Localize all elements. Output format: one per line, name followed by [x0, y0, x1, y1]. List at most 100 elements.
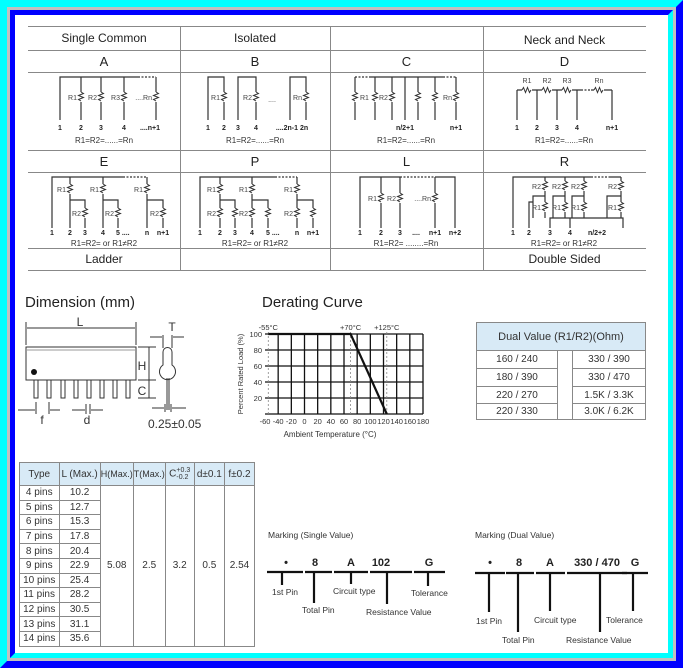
dim-label-f: f	[40, 413, 44, 427]
dual-value-header: Dual Value (R1/R2)(Ohm)	[476, 322, 646, 351]
resistor-label: R1	[211, 95, 220, 102]
x-tick-label: 140	[390, 417, 403, 426]
circuit-formula: R1=R2=......=Rn	[75, 136, 133, 145]
resistor-label: R1	[608, 205, 617, 212]
resistor-label: R1	[239, 187, 248, 194]
table-cell: 220 / 330	[476, 403, 558, 420]
resistor-label: R2	[239, 211, 248, 218]
pin1-marker-icon	[31, 369, 37, 375]
circuit-formula: R1=R2= ........=Rn	[374, 239, 439, 248]
resistor-label: R1	[368, 196, 377, 203]
pin-label: n	[145, 230, 149, 237]
footer-ladder: Ladder	[85, 252, 123, 266]
dim-label-t: T	[168, 320, 176, 334]
circuit-formula: R1=R2=......=Rn	[226, 136, 284, 145]
col-header-d: d±0.1	[193, 462, 225, 486]
pin-label: 5 ....	[116, 230, 130, 237]
resistor-label: ....Rn	[135, 95, 152, 102]
pin-label: n	[295, 230, 299, 237]
pin-label: 2	[218, 230, 222, 237]
dim-label-lead: 0.25±0.05	[148, 417, 202, 431]
dim-label-l: L	[77, 315, 84, 329]
resistor-label: R2	[88, 95, 97, 102]
resistor-label: R1	[134, 187, 143, 194]
resistor-label: R2	[571, 184, 580, 191]
pin-label: 4	[575, 125, 579, 132]
pin-label: 1	[198, 230, 202, 237]
pin-label: 2	[527, 230, 531, 237]
table-row: 180 / 390 330 / 470	[476, 368, 646, 387]
header-single-common: Single Common	[61, 31, 147, 45]
y-tick-label: 60	[254, 362, 262, 371]
resistor-label: R2	[543, 78, 552, 85]
table-row: 220 / 270 1.5K / 3.3K	[476, 386, 646, 404]
circuit-letter-b: B	[250, 53, 260, 69]
pin-label: 1	[206, 125, 210, 132]
label-first-pin: 1st Pin	[272, 587, 298, 597]
length-cell: 12.7	[58, 499, 101, 516]
derating-curve-line	[268, 332, 388, 415]
resistor-label: R1	[571, 205, 580, 212]
pin-label: ....n+1	[140, 125, 160, 132]
table-row: 7 pins 17.8	[19, 528, 255, 545]
marking-token-resistance: 330 / 470	[574, 557, 620, 569]
c-label: C	[169, 468, 177, 480]
x-tick-label: 80	[353, 417, 361, 426]
pin-label: 3	[548, 230, 552, 237]
c-tol-minus: -0.2	[176, 474, 189, 481]
pin-label: 2	[379, 230, 383, 237]
resistor-label: Rn	[595, 78, 604, 85]
y-axis-label: Percent Rated Load (%)	[236, 333, 245, 414]
dimension-table: Type L (Max.) H(Max.) T(Max.) C+0.3 -0.2 …	[19, 462, 256, 647]
pin-label: 2	[68, 230, 72, 237]
resistor-label: R2	[532, 184, 541, 191]
header-isolated: Isolated	[233, 31, 277, 45]
pin-label: 3	[398, 230, 402, 237]
common-d-cell: 0.5	[193, 485, 225, 647]
common-t-cell: 2.5	[132, 485, 166, 647]
label-resistance-value: Resistance Value	[366, 607, 432, 617]
circuit-letter-l: L	[402, 153, 411, 169]
pin-label: n+1	[307, 230, 319, 237]
label-tolerance: Tolerance	[411, 588, 448, 598]
c-tol-plus: +0.3	[176, 467, 191, 474]
resistor-label: R1	[284, 187, 293, 194]
circuit-letter-a: A	[99, 53, 109, 69]
pin-label: 1	[58, 125, 62, 132]
resistor-label: R2	[207, 211, 216, 218]
circuit-diagram-e: R1 R1 R1 R2 R2 R2 1 2 3 4 5 .... n n+1 R…	[50, 176, 169, 248]
pin-label: 4	[254, 125, 258, 132]
x-tick-label: 160	[404, 417, 417, 426]
circuit-letter-c: C	[401, 53, 412, 69]
label-resistance-value: Resistance Value	[566, 635, 632, 645]
resistor-label: R2	[284, 211, 293, 218]
resistor-label: R1	[207, 187, 216, 194]
derating-title: Derating Curve	[262, 294, 363, 311]
label-circuit-type: Circuit type	[333, 586, 376, 596]
circuit-diagram-b: R1 R2 .... Rn 1 2 3 4 ....2n-1 2n R1=R2=…	[206, 76, 309, 145]
marking-token-tolerance: G	[425, 557, 434, 569]
common-h-cell: 5.08	[99, 485, 134, 647]
footer-double-sided: Double Sided	[528, 252, 601, 266]
resistor-label: R1	[532, 205, 541, 212]
resistor-label: R2	[243, 95, 252, 102]
circuit-formula: R1=R2=......=Rn	[377, 136, 435, 145]
pin-label: 4	[122, 125, 126, 132]
circuit-letter-d: D	[559, 53, 570, 69]
resistor-label: R3	[111, 95, 120, 102]
table-row: 220 / 330 3.0K / 6.2K	[476, 403, 646, 420]
resistor-label: Rn	[293, 95, 302, 102]
col-header-type: Type	[19, 462, 60, 486]
pin-label: n+1	[429, 230, 441, 237]
y-tick-label: 20	[254, 394, 262, 403]
resistor-label: ....Rn	[414, 196, 431, 203]
pin-label: 3	[236, 125, 240, 132]
x-tick-label: 60	[340, 417, 348, 426]
dim-label-h: H	[138, 359, 147, 373]
circuit-formula: R1=R2=......=Rn	[535, 136, 593, 145]
marking-token-pins: 8	[516, 557, 522, 569]
pin-label: 2	[79, 125, 83, 132]
pin-label: 1	[358, 230, 362, 237]
